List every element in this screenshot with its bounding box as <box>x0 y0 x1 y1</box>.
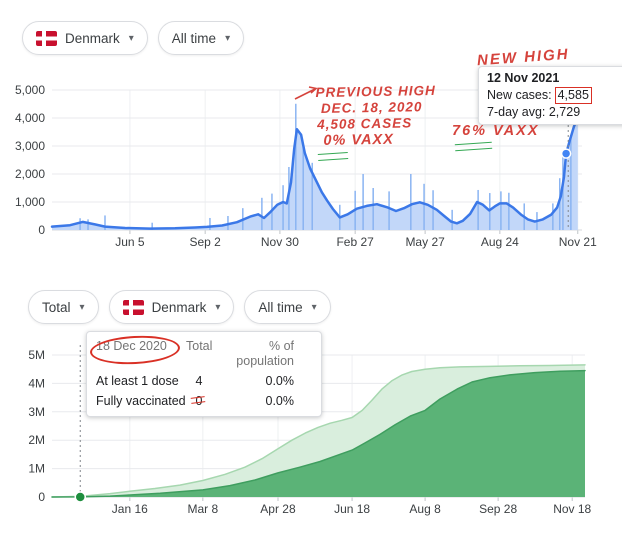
x-axis-label: Jun 18 <box>334 502 370 516</box>
y-axis-label: 1,000 <box>15 195 45 209</box>
x-axis-label: Sep 28 <box>479 502 517 516</box>
avg-label: 7-day avg: <box>487 105 546 119</box>
country-dropdown[interactable]: Denmark ▾ <box>22 21 148 55</box>
x-axis-label: Aug 24 <box>481 235 519 249</box>
vax-tooltip-header: 18 Dec 2020 Total % of population <box>96 339 312 369</box>
vax-tooltip-row-fully: Fully vaccinated 0 0.0% <box>96 394 312 409</box>
vax-chart-controls: Total ▾ Denmark ▾ All time ▾ <box>28 290 331 324</box>
vax-tooltip-col-total: Total <box>186 339 213 353</box>
x-axis-label: Nov 21 <box>559 235 597 249</box>
y-axis-label: 5,000 <box>15 83 45 97</box>
x-axis-label: Sep 2 <box>189 235 221 249</box>
denmark-flag-icon <box>122 299 144 315</box>
fully-vax-pct: 0.0% <box>265 394 295 408</box>
x-axis-label: Jun 5 <box>115 235 145 249</box>
time-range-dropdown[interactable]: All time ▾ <box>244 290 331 324</box>
country-dropdown[interactable]: Denmark ▾ <box>108 290 235 324</box>
x-axis-label: Apr 28 <box>260 502 296 516</box>
cases-chart[interactable]: Jun 5 Sep 2 Nov 30 Feb 27 May 27 Aug 24 Nov 21… <box>0 72 622 258</box>
y-axis-label: 3,000 <box>15 139 45 153</box>
vax-tooltip: 18 Dec 2020 Total % of population At lea… <box>86 331 322 417</box>
y-axis-label: 5M <box>28 348 45 362</box>
previous-high-annotation: PREVIOUS HIGH DEC. 18, 2020 4,508 CASES … <box>315 83 436 149</box>
dose1-label: At least 1 dose <box>96 374 179 388</box>
y-axis-label: 0 <box>38 490 45 504</box>
new-cases-value-highlighted: 4,585 <box>554 87 592 104</box>
country-dropdown-label: Denmark <box>151 299 207 315</box>
chevron-down-icon: ▾ <box>311 301 317 313</box>
selected-point-marker <box>560 148 572 159</box>
x-axis-label: Aug 8 <box>409 502 441 516</box>
cases-tooltip: 12 Nov 2021 New cases: 4,585 7-day avg: 2… <box>478 66 622 125</box>
series-line-at-least-1-dose <box>51 364 586 498</box>
x-axis-label: Feb 27 <box>336 235 374 249</box>
denmark-flag-icon <box>36 30 57 46</box>
vax-tooltip-col-pct: % of population <box>236 339 294 368</box>
vax-tooltip-row-dose1: At least 1 dose 4 0.0% <box>96 374 312 389</box>
x-axis-label: May 27 <box>405 235 445 249</box>
y-axis-label: 0 <box>38 223 45 237</box>
chevron-down-icon: ▾ <box>128 32 134 44</box>
x-axis-label: Jan 16 <box>112 502 148 516</box>
metric-dropdown-label: Total <box>42 299 71 315</box>
fully-vax-label: Fully vaccinated <box>96 394 186 408</box>
time-range-dropdown-label: All time <box>171 30 217 46</box>
time-range-dropdown-label: All time <box>258 299 303 315</box>
cases-tooltip-date: 12 Nov 2021 <box>487 71 560 85</box>
x-axis-label: Nov 18 <box>553 502 591 516</box>
previous-high-line: DEC. 18, 2020 <box>320 99 423 116</box>
chevron-down-icon: ▾ <box>215 301 221 313</box>
vax-percentage-annotation: 76% VAXX <box>452 123 540 139</box>
country-dropdown-label: Denmark <box>65 30 120 46</box>
new-cases-label: New cases: <box>487 88 552 102</box>
chevron-down-icon: ▾ <box>225 32 231 44</box>
y-axis-label: 2,000 <box>15 167 45 181</box>
y-axis-label: 3M <box>28 405 45 419</box>
avg-value: 2,729 <box>548 105 581 119</box>
dose1-pct: 0.0% <box>265 374 295 388</box>
selected-point-marker <box>74 491 86 503</box>
red-arrow-doodle <box>294 86 318 100</box>
x-axis-label: Nov 30 <box>261 235 299 249</box>
y-axis-label: 1M <box>28 462 45 476</box>
metric-dropdown[interactable]: Total ▾ <box>28 290 99 324</box>
cases-tooltip-new-cases: New cases: 4,585 <box>487 87 622 104</box>
series-line-new-cases-7-day-average- <box>50 117 580 230</box>
y-axis-label: 2M <box>28 433 45 447</box>
previous-high-line: 0% VAXX <box>323 131 394 149</box>
series-line-fully-vaccinated <box>51 369 586 498</box>
vax-tooltip-date: 18 Dec 2020 <box>96 339 167 353</box>
area-fill-fully-vaccinated <box>52 370 585 497</box>
cases-tooltip-avg: 7-day avg: 2,729 <box>487 105 622 120</box>
x-axis-label: Mar 8 <box>187 502 218 516</box>
chevron-down-icon: ▾ <box>79 301 85 313</box>
y-axis-label: 4M <box>28 376 45 390</box>
y-axis-label: 4,000 <box>15 111 45 125</box>
dose1-total: 4 <box>195 374 203 388</box>
cases-chart-controls: Denmark ▾ All time ▾ <box>22 21 245 55</box>
time-range-dropdown[interactable]: All time ▾ <box>157 21 245 55</box>
fully-vax-total: 0 <box>195 394 203 408</box>
